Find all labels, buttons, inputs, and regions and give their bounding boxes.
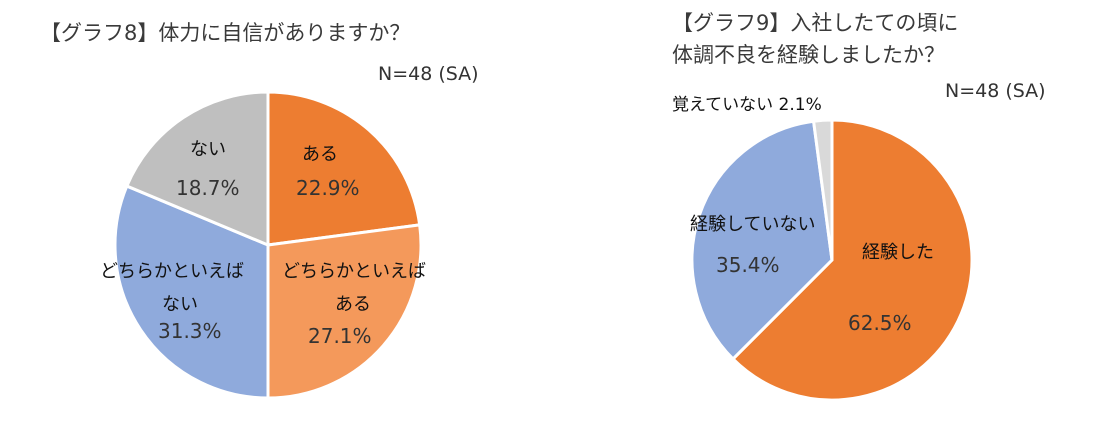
chart-8-label-aru: ある — [302, 144, 338, 165]
chart-9-label-keiken-shita: 経験した — [862, 242, 934, 263]
chart-8-slice-0 — [266, 90, 422, 247]
chart-9-slice-0 — [731, 118, 974, 402]
chart-8-value-dochira-nai: 31.3% — [158, 319, 222, 343]
chart-8-title: 【グラフ8】体力に自信がありますか？ — [40, 21, 410, 45]
chart-9-label-keiken-shiteinai: 経験していない — [690, 214, 815, 235]
chart-9-title-line1: 【グラフ9】入社したての頃に — [672, 11, 958, 35]
chart-9-slice-1 — [690, 119, 834, 361]
chart-9-slice-2 — [812, 118, 834, 262]
chart-8-slice-3 — [125, 90, 270, 247]
chart-8-label-dochira-nai-line2: ない — [162, 294, 198, 315]
chart-8-value-aru: 22.9% — [296, 176, 360, 200]
chart-8-value-nai: 18.7% — [176, 176, 240, 200]
chart-9-sample-size: N=48 (SA) — [945, 80, 1046, 102]
chart-8-sample-size: N=48 (SA) — [378, 63, 479, 85]
chart-9-value-keiken-shiteinai: 35.4% — [716, 253, 780, 277]
chart-8: 【グラフ8】体力に自信がありますか？ N=48 (SA) ある 22.9% どち… — [40, 21, 479, 400]
chart-8-label-dochira-aru-line2: ある — [335, 294, 371, 315]
chart-9-value-keiken-shita: 62.5% — [848, 311, 912, 335]
chart-8-slice-1 — [266, 223, 423, 400]
chart-9-pie — [690, 118, 974, 402]
chart-8-label-dochira-aru-line1: どちらかといえば — [282, 261, 426, 282]
chart-9-label-oboeteinai: 覚えていない 2.1% — [672, 95, 822, 115]
chart-8-label-dochira-nai-line1: どちらかといえば — [100, 261, 244, 282]
chart-8-slice-2 — [113, 184, 270, 400]
chart-8-value-dochira-aru: 27.1% — [308, 324, 372, 348]
chart-8-pie — [113, 90, 423, 400]
chart-9-title-line2: 体調不良を経験しましたか？ — [672, 43, 945, 67]
chart-9: 【グラフ9】入社したての頃に 体調不良を経験しましたか？ N=48 (SA) 覚… — [672, 11, 1046, 402]
chart-8-label-nai: ない — [190, 139, 226, 160]
